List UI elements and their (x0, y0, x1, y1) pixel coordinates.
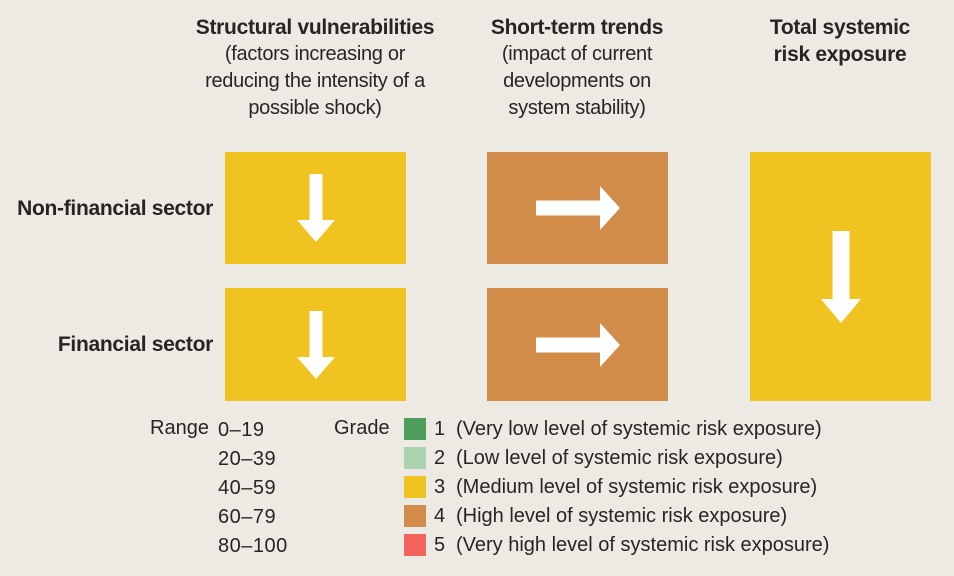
arrow-down-icon (296, 310, 335, 379)
grade-description: (Very high level of systemic risk exposu… (456, 534, 830, 556)
legend-grade-row: 2 (Low level of systemic risk exposure) (404, 445, 829, 474)
row-label-non-financial-sector: Non-financial sector (17, 197, 213, 220)
column-subtitle: (impact of current developments on syste… (501, 43, 653, 119)
grade-number: 3 (434, 476, 446, 498)
legend-grade-label: Grade (334, 417, 390, 439)
column-header-short-term-trends: Short-term trends (impact of current dev… (437, 14, 717, 122)
cell-total-systemic-risk-grade3 (750, 152, 931, 401)
grade-1-swatch (404, 418, 426, 440)
range-item: 40–59 (218, 477, 277, 499)
grade-number: 4 (434, 505, 446, 527)
grade-3-swatch (404, 476, 426, 498)
cell-financial-shortterm-grade4 (487, 288, 668, 401)
arrow-down-icon (820, 230, 861, 323)
cell-financial-structural-grade3 (225, 288, 406, 401)
grade-number: 5 (434, 534, 446, 556)
grade-4-swatch (404, 505, 426, 527)
column-title: Short-term trends (490, 16, 664, 39)
grade-5-swatch (404, 534, 426, 556)
range-item: 20–39 (218, 448, 277, 470)
grade-2-swatch (404, 447, 426, 469)
grade-description: (Medium level of systemic risk exposure) (456, 476, 818, 498)
range-item: 0–19 (218, 419, 265, 441)
legend-grade-row: 1 (Very low level of systemic risk expos… (404, 416, 829, 445)
column-header-structural-vulnerabilities: Structural vulnerabilities (factors incr… (175, 14, 455, 122)
legend-grade-row: 3 (Medium level of systemic risk exposur… (404, 474, 829, 503)
cell-nonfinancial-shortterm-grade4 (487, 152, 668, 264)
grade-description: (Very low level of systemic risk exposur… (456, 418, 822, 440)
grade-description: (High level of systemic risk exposure) (456, 505, 788, 527)
legend-grade-row: 4 (High level of systemic risk exposure) (404, 503, 829, 532)
legend-range-list: 0–19 20–39 40–59 60–79 80–100 (218, 416, 288, 561)
arrow-down-icon (296, 174, 335, 242)
column-header-total-systemic-risk: Total systemic risk exposure (700, 14, 954, 68)
grade-number: 1 (434, 418, 446, 440)
arrow-right-icon (535, 322, 620, 367)
column-title: Total systemic risk exposure (769, 16, 911, 66)
arrow-right-icon (535, 186, 620, 230)
legend-range-label: Range (150, 417, 209, 439)
cell-nonfinancial-structural-grade3 (225, 152, 406, 264)
column-title: Structural vulnerabilities (195, 16, 435, 39)
legend-grade-row: 5 (Very high level of systemic risk expo… (404, 532, 829, 561)
legend-grade-list: 1 (Very low level of systemic risk expos… (404, 416, 829, 561)
row-label-financial-sector: Financial sector (57, 333, 213, 356)
column-subtitle: (factors increasing or reducing the inte… (205, 43, 425, 119)
range-item: 80–100 (218, 535, 288, 557)
grade-number: 2 (434, 447, 446, 469)
range-item: 60–79 (218, 506, 277, 528)
grade-description: (Low level of systemic risk exposure) (456, 447, 783, 469)
